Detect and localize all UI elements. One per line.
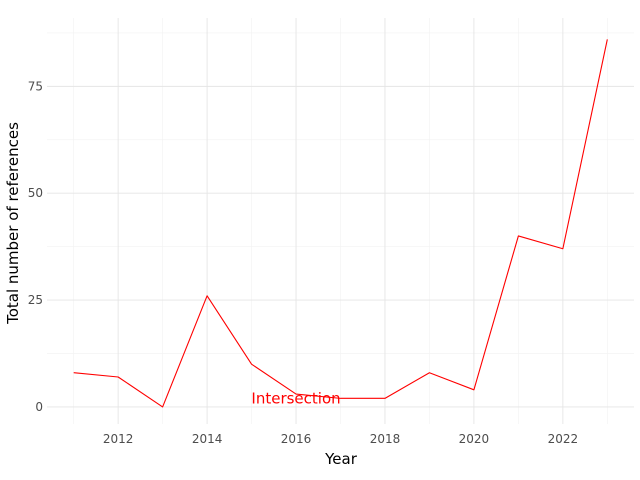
x-tick-label: 2022 [548, 432, 579, 446]
annotation-label: Intersection [251, 389, 340, 407]
major-gridlines [47, 18, 634, 424]
x-tick-label: 2016 [281, 432, 312, 446]
y-tick-labels: 0 25 50 75 [28, 79, 43, 414]
y-tick-label: 75 [28, 79, 43, 93]
y-tick-label: 50 [28, 186, 43, 200]
y-axis-title: Total number of references [4, 122, 22, 325]
minor-gridlines [47, 18, 634, 424]
series-layer [73, 39, 608, 408]
annotations: Intersection [251, 389, 340, 407]
x-tick-label: 2014 [192, 432, 223, 446]
y-tick-label: 25 [28, 293, 43, 307]
x-tick-label: 2018 [370, 432, 401, 446]
x-tick-labels: 2012 2014 2016 2018 2020 2022 [103, 432, 578, 446]
y-tick-label: 0 [35, 400, 43, 414]
x-tick-label: 2020 [459, 432, 490, 446]
x-tick-label: 2012 [103, 432, 134, 446]
series-line [73, 39, 608, 408]
x-axis-title: Year [324, 450, 358, 468]
